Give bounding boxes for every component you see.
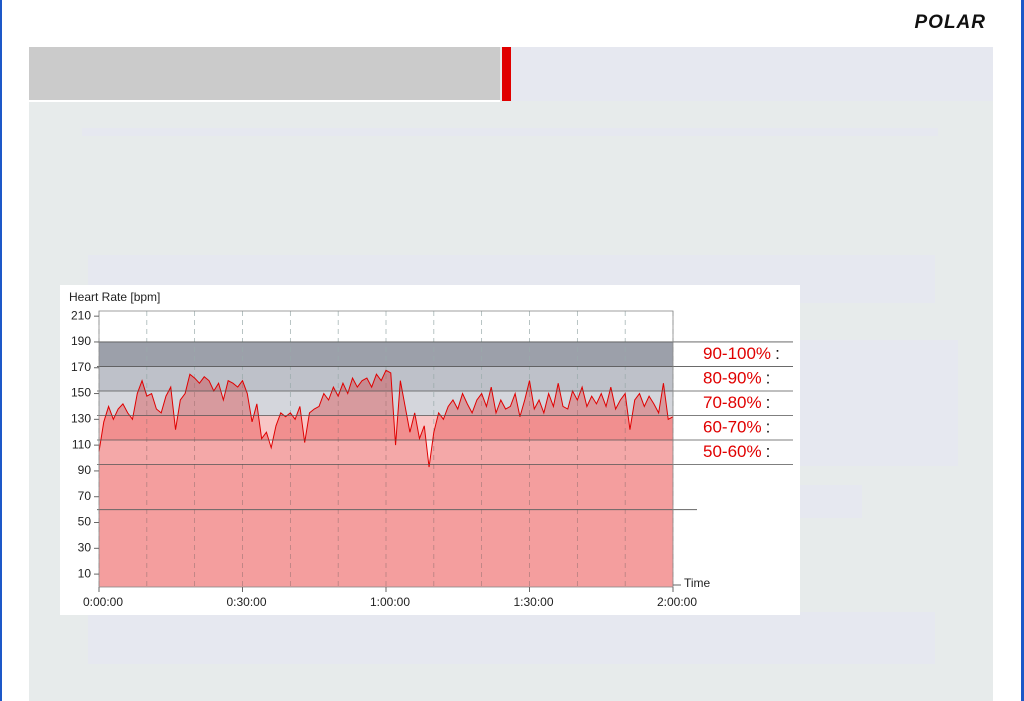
- zone-band: [99, 341, 673, 367]
- y-tick-label: 50: [78, 515, 92, 529]
- zone-label: 90-100%:: [703, 345, 780, 364]
- y-axis-label: Heart Rate [bpm]: [69, 290, 160, 304]
- zone-percent: 80-90%: [703, 369, 762, 388]
- x-tick-label: 0:00:00: [83, 595, 123, 609]
- hr-line: [98, 369, 674, 468]
- x-tick-label: 0:30:00: [226, 595, 266, 609]
- y-tick-label: 190: [71, 334, 91, 348]
- panel: [82, 128, 938, 136]
- x-tick-label: 1:00:00: [370, 595, 410, 609]
- zone-percent: 60-70%: [703, 418, 762, 437]
- window-border: [1021, 0, 1024, 701]
- y-tick-label: 90: [78, 463, 92, 477]
- zone-percent: 50-60%: [703, 443, 762, 462]
- zone-separator: :: [766, 369, 771, 388]
- zone-band: [99, 439, 673, 465]
- zone-separator: :: [766, 394, 771, 413]
- header-accent: [502, 47, 511, 101]
- x-tick-label: 1:30:00: [513, 595, 553, 609]
- zone-label: 50-60%:: [703, 443, 770, 462]
- zone-separator: :: [766, 443, 771, 462]
- hr-area: [99, 370, 673, 587]
- x-tick-label: 2:00:00: [657, 595, 697, 609]
- header-underline: [29, 100, 500, 102]
- zone-percent: 70-80%: [703, 394, 762, 413]
- y-tick-label: 70: [78, 489, 92, 503]
- zone-separator: :: [775, 345, 780, 364]
- y-tick-label: 110: [72, 437, 91, 451]
- zone-separator: :: [766, 418, 771, 437]
- y-tick-label: 10: [78, 566, 92, 580]
- y-tick-label: 170: [71, 360, 91, 374]
- y-tick-label: 30: [78, 540, 92, 554]
- header-bar: [29, 47, 500, 101]
- x-axis-label: Time: [684, 576, 711, 590]
- header-right: [511, 47, 993, 101]
- y-tick-label: 130: [71, 412, 91, 426]
- zone-percent: 90-100%: [703, 345, 771, 364]
- window-border: [0, 0, 2, 701]
- y-tick-label: 210: [71, 308, 91, 322]
- zone-label: 60-70%:: [703, 418, 770, 437]
- zone-label: 70-80%:: [703, 394, 770, 413]
- panel: [800, 340, 958, 466]
- panel: [88, 612, 935, 664]
- zone-label: 80-90%:: [703, 369, 770, 388]
- logo: POLAR: [915, 12, 987, 33]
- chart: 90-100%:80-90%:70-80%:60-70%:50-60%:1030…: [71, 308, 793, 609]
- y-tick-label: 150: [71, 386, 91, 400]
